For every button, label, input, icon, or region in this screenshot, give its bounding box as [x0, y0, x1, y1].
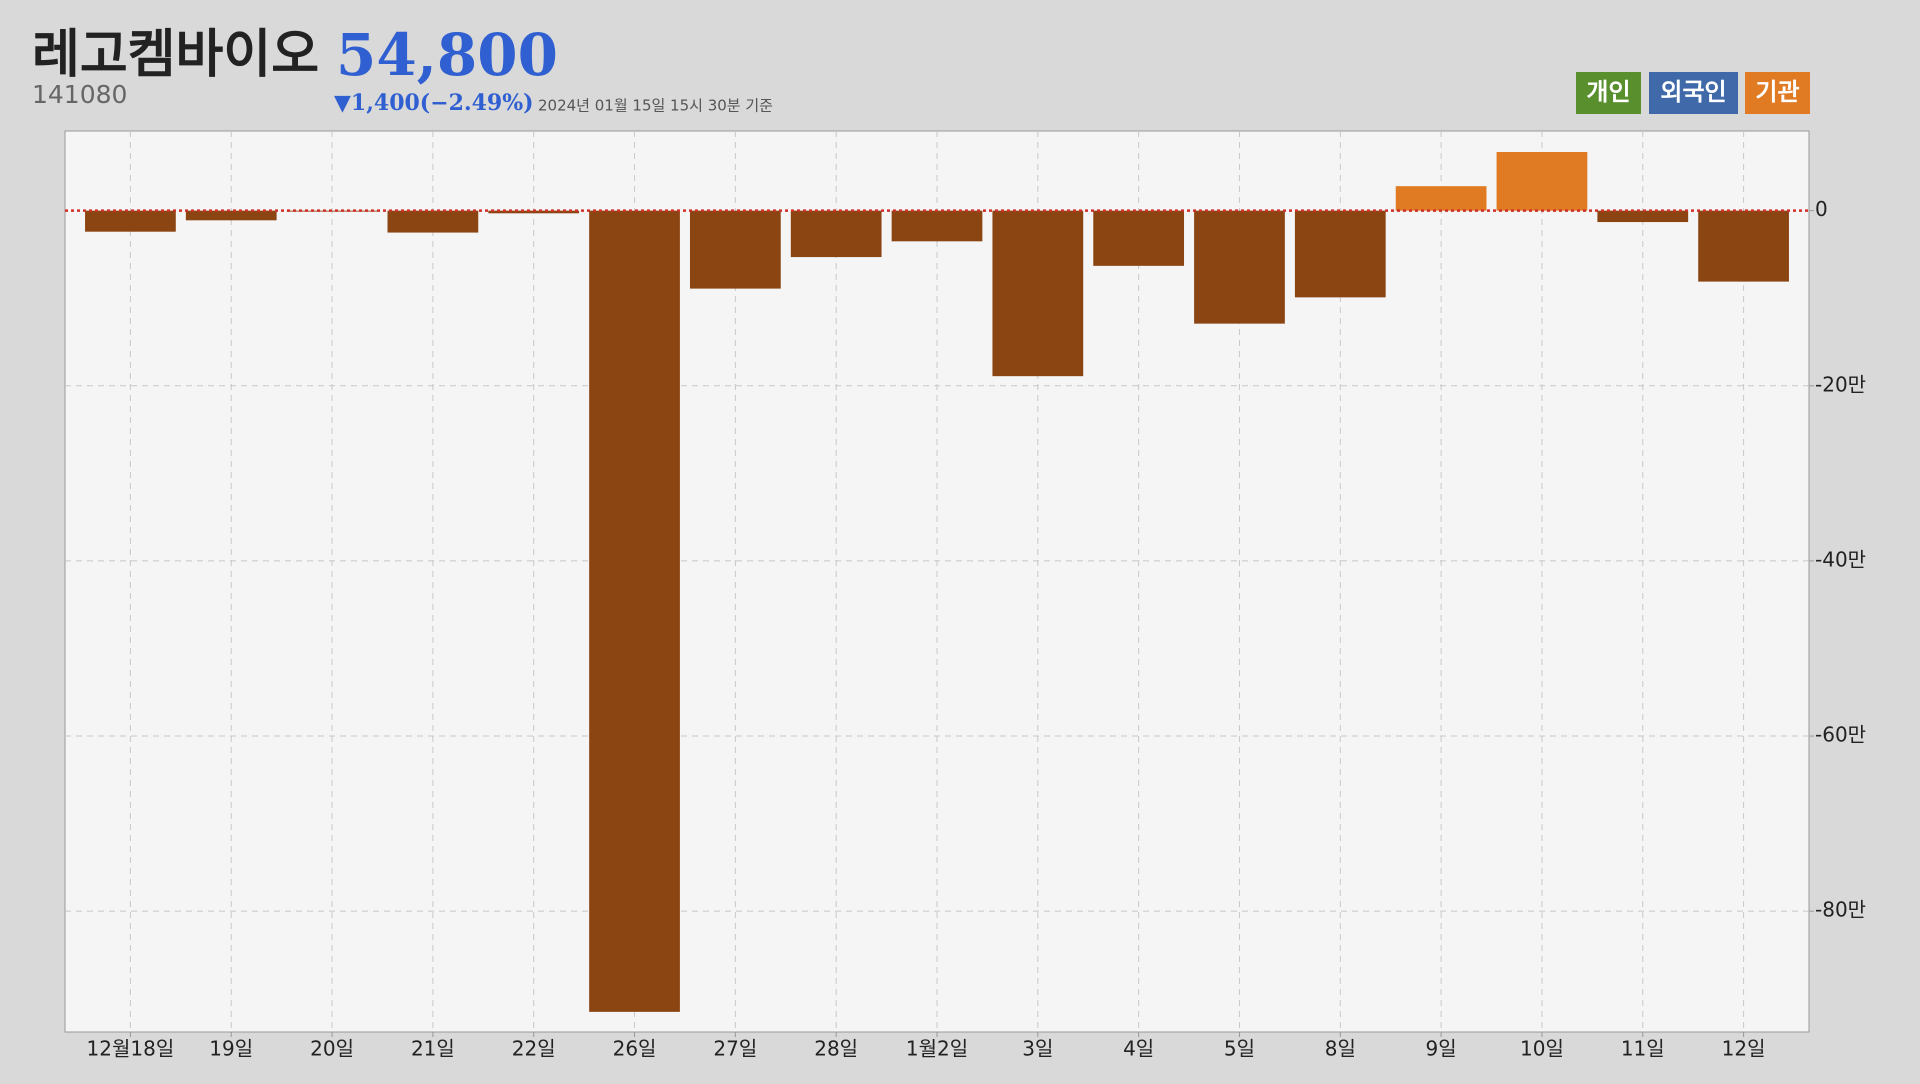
bar: [286, 210, 378, 212]
legend-label[interactable]: 개인: [1586, 78, 1630, 106]
bar: [1093, 210, 1185, 266]
legend-button[interactable]: [1576, 72, 1641, 114]
y-tick-label: -80만: [1815, 898, 1866, 922]
legend-label[interactable]: 외국인: [1660, 78, 1726, 106]
legend-button[interactable]: [1745, 72, 1810, 114]
bar: [992, 210, 1084, 377]
bar: [891, 210, 983, 242]
x-tick-label: 22일: [512, 1037, 556, 1061]
bar: [387, 210, 479, 233]
bar: [790, 210, 882, 258]
stock-name: 레고켐바이오: [32, 25, 319, 85]
x-tick-label: 26일: [613, 1037, 657, 1061]
price: 54,800: [336, 21, 558, 89]
x-tick-label: 19일: [209, 1037, 253, 1061]
y-tick-label: 0: [1815, 197, 1828, 221]
bar: [689, 210, 781, 289]
x-tick-label: 3일: [1022, 1037, 1053, 1061]
legend-label[interactable]: 기관: [1755, 78, 1799, 106]
x-tick-label: 12월18일: [87, 1037, 175, 1061]
stock-code: 141080: [32, 80, 127, 109]
x-tick-label: 9일: [1426, 1037, 1457, 1061]
y-tick-label: -20만: [1815, 372, 1866, 396]
x-tick-label: 11일: [1621, 1037, 1665, 1061]
y-tick-label: -40만: [1815, 547, 1866, 571]
bar: [1597, 210, 1689, 223]
bar: [1395, 186, 1487, 211]
x-tick-label: 28일: [814, 1037, 858, 1061]
x-tick-label: 5일: [1224, 1037, 1255, 1061]
bar: [85, 210, 176, 232]
bar: [1698, 210, 1789, 282]
y-tick-label: -60만: [1815, 723, 1866, 747]
x-tick-label: 21일: [411, 1037, 455, 1061]
x-tick-label: 12일: [1722, 1037, 1766, 1061]
x-tick-label: 10일: [1520, 1037, 1564, 1061]
legend-button[interactable]: [1649, 72, 1738, 114]
bar: [1194, 210, 1285, 324]
x-tick-label: 27일: [713, 1037, 757, 1061]
bar: [1294, 210, 1386, 298]
x-tick-label: 4일: [1123, 1037, 1154, 1061]
price-change: ▼1,400(−2.49%): [334, 90, 534, 116]
x-tick-label: 1월2일: [906, 1037, 968, 1061]
x-tick-label: 8일: [1325, 1037, 1356, 1061]
timestamp: 2024년 01월 15일 15시 30분 기준: [538, 97, 773, 115]
x-tick-label: 20일: [310, 1037, 354, 1061]
bar: [589, 210, 680, 1012]
bar: [185, 210, 277, 221]
bar: [488, 210, 580, 214]
bar: [1496, 152, 1588, 211]
